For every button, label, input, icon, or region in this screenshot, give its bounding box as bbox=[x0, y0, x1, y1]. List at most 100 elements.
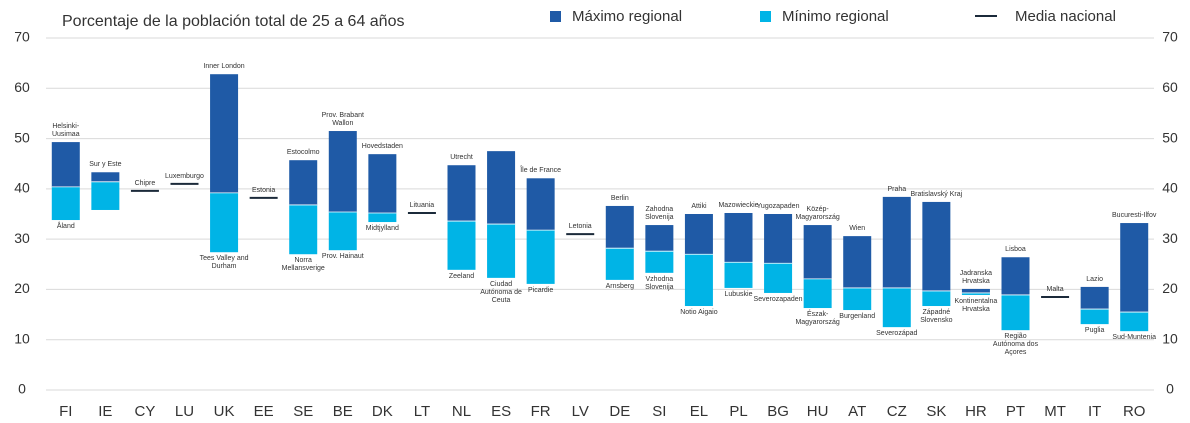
min-region-label: Ciudad Autónoma de Ceuta bbox=[480, 280, 522, 304]
max-region-label: Lisboa bbox=[1005, 246, 1026, 254]
max-region-label: Mazowieckie bbox=[718, 201, 759, 209]
max-region-label: Île de France bbox=[520, 167, 562, 175]
max-region-label: Chipre bbox=[134, 179, 156, 187]
max-bar bbox=[922, 201, 951, 291]
max-bar bbox=[645, 225, 674, 252]
max-bar bbox=[803, 225, 832, 279]
x-tick-label: EE bbox=[254, 403, 274, 420]
min-region-label: Região Autónoma dos Açores bbox=[992, 333, 1039, 357]
legend-swatch bbox=[550, 11, 561, 22]
min-region-label: Norra Mellansverige bbox=[281, 257, 325, 273]
min-region-label: Midtjylland bbox=[365, 225, 399, 233]
x-tick-label: HR bbox=[965, 403, 987, 420]
y2-tick-label: 50 bbox=[1162, 129, 1178, 145]
y-tick-label: 30 bbox=[14, 230, 30, 246]
x-tick-label: SE bbox=[293, 403, 313, 420]
y2-tick-label: 40 bbox=[1162, 180, 1178, 196]
x-tick-label: PT bbox=[1006, 403, 1025, 420]
min-bar bbox=[1120, 312, 1149, 332]
max-region-label: Yugozapaden bbox=[756, 203, 800, 210]
x-tick-label: UK bbox=[214, 403, 235, 420]
min-region-label: Notio Aigaio bbox=[680, 309, 718, 317]
x-tick-label: LU bbox=[175, 403, 194, 420]
y2-tick-label: 60 bbox=[1162, 79, 1178, 95]
min-bar bbox=[289, 204, 318, 255]
x-tick-label: ES bbox=[491, 403, 511, 420]
max-bar bbox=[961, 288, 990, 293]
min-bar bbox=[328, 211, 357, 251]
min-region-label: Kontinentalna Hrvatska bbox=[954, 297, 998, 313]
x-tick-label: LV bbox=[572, 403, 589, 420]
x-tick-label: FR bbox=[531, 403, 551, 420]
min-bar bbox=[91, 181, 120, 210]
max-bar bbox=[764, 214, 793, 264]
x-tick-label: BG bbox=[767, 403, 789, 420]
x-tick-label: LT bbox=[414, 403, 430, 420]
x-tick-label: HU bbox=[807, 403, 829, 420]
min-region-label: Lubuskie bbox=[724, 290, 753, 298]
max-bar bbox=[91, 172, 120, 182]
min-bar bbox=[764, 263, 793, 293]
y-tick-label: 60 bbox=[14, 79, 30, 95]
max-bar bbox=[289, 160, 318, 205]
min-bar bbox=[605, 248, 634, 280]
min-region-label: Prov. Hainaut bbox=[321, 253, 364, 261]
max-bar bbox=[1001, 257, 1030, 295]
max-region-label: Prov. Brabant Wallon bbox=[321, 112, 364, 128]
x-tick-label: DK bbox=[372, 403, 393, 420]
x-tick-label: IE bbox=[98, 403, 112, 420]
min-region-label: Picardie bbox=[527, 286, 554, 294]
max-region-label: Praha bbox=[887, 185, 907, 193]
y2-tick-label: 30 bbox=[1162, 230, 1178, 246]
x-tick-label: SK bbox=[926, 403, 946, 420]
max-region-label: Zahodna Slovenija bbox=[645, 206, 674, 222]
x-tick-label: FI bbox=[59, 403, 72, 420]
max-region-label: Luxemburgo bbox=[165, 172, 204, 180]
y2-tick-label: 70 bbox=[1162, 29, 1178, 45]
min-bar bbox=[882, 287, 911, 328]
max-region-label: Malta bbox=[1046, 285, 1064, 293]
max-region-label: Wien bbox=[849, 225, 866, 233]
y-tick-label: 70 bbox=[14, 29, 30, 45]
max-region-label: Utrecht bbox=[450, 154, 473, 162]
max-bar bbox=[724, 212, 753, 263]
min-region-label: Arnsberg bbox=[605, 282, 634, 290]
x-tick-label: BE bbox=[333, 403, 353, 420]
x-tick-label: MT bbox=[1044, 403, 1066, 420]
min-bar bbox=[447, 221, 476, 270]
y-tick-label: 40 bbox=[14, 180, 30, 196]
min-region-label: Tees Valley and Durham bbox=[199, 255, 249, 271]
x-tick-label: NL bbox=[452, 403, 471, 420]
min-region-label: Sud-Muntenia bbox=[1112, 334, 1156, 342]
max-bar bbox=[210, 74, 239, 193]
max-bar bbox=[605, 205, 634, 249]
min-bar bbox=[1080, 309, 1109, 325]
legend-swatch bbox=[760, 11, 771, 22]
max-region-label: Inner London bbox=[203, 63, 245, 71]
y-tick-label: 50 bbox=[14, 129, 30, 145]
min-region-label: Észak-Magyarország bbox=[795, 311, 840, 327]
max-region-label: Közép-Magyarország bbox=[795, 206, 840, 222]
y2-tick-label: 0 bbox=[1166, 381, 1174, 397]
legend-label: Mínimo regional bbox=[782, 8, 889, 25]
y-tick-label: 0 bbox=[18, 381, 26, 397]
max-bar bbox=[328, 131, 357, 212]
max-bar bbox=[51, 142, 80, 187]
min-bar bbox=[684, 254, 713, 307]
max-bar bbox=[487, 151, 516, 225]
max-region-label: Sur y Este bbox=[89, 161, 122, 169]
max-bar bbox=[1120, 223, 1149, 313]
max-region-label: Berlin bbox=[610, 194, 629, 202]
max-bar bbox=[882, 196, 911, 288]
min-region-label: Severozapaden bbox=[753, 295, 803, 303]
min-bar bbox=[922, 290, 951, 307]
min-region-label: Západné Slovensko bbox=[920, 309, 953, 325]
min-bar bbox=[843, 287, 872, 311]
y-tick-label: 20 bbox=[14, 280, 30, 296]
x-tick-label: CY bbox=[135, 403, 156, 420]
min-region-label: Zeeland bbox=[448, 272, 475, 280]
max-bar bbox=[368, 154, 397, 213]
max-region-label: Estocolmo bbox=[286, 149, 320, 157]
min-bar bbox=[961, 292, 990, 295]
